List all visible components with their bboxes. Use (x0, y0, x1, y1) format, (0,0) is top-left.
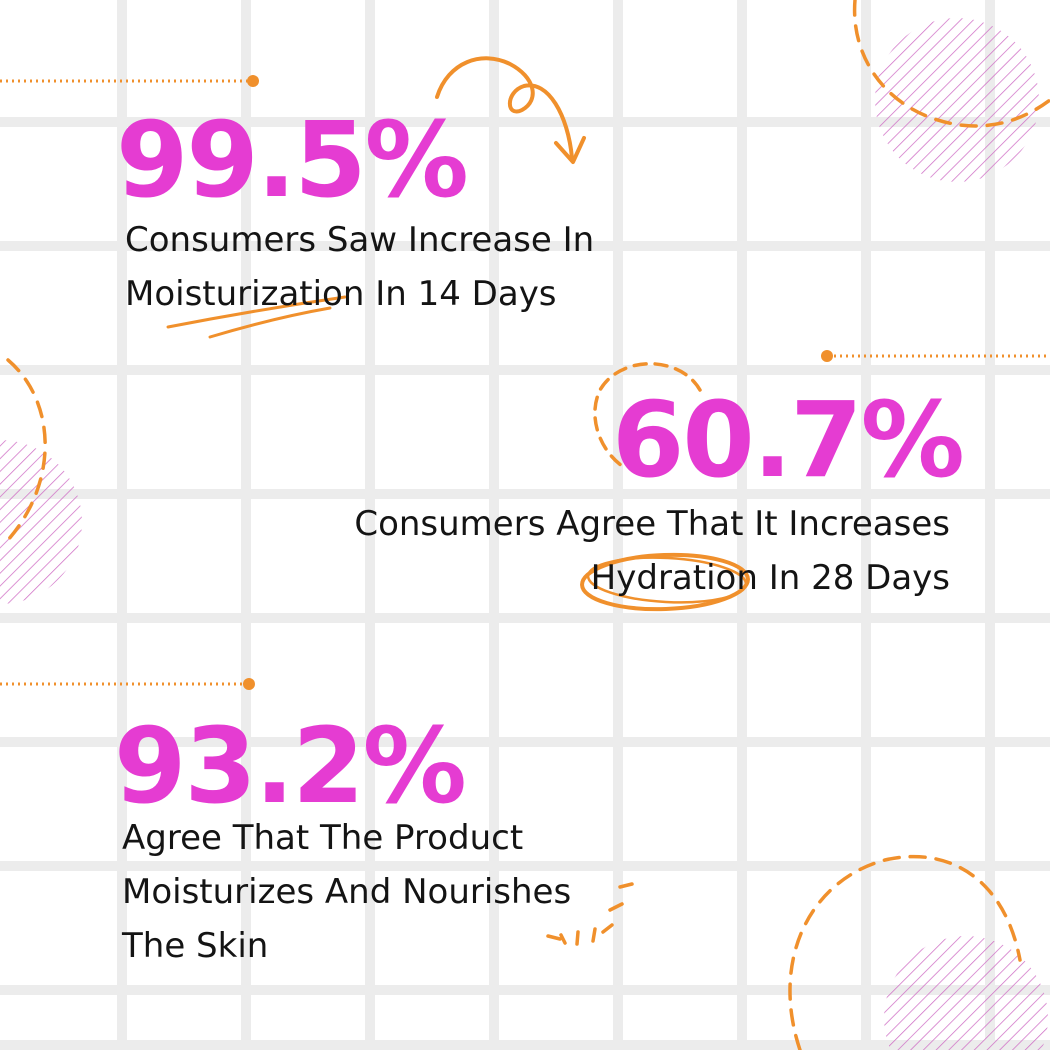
hatched-circle (884, 936, 1048, 1050)
stat-value: 60.7% (612, 379, 965, 501)
stat-description-line: Consumers Agree That It Increases (354, 504, 950, 544)
dotted-lines (0, 79, 1050, 686)
stat-value: 99.5% (116, 99, 469, 221)
stat-description: Consumers Saw Increase In Moisturization… (125, 213, 594, 321)
stat-value: 93.2% (114, 705, 467, 827)
stat-description: Consumers Agree That It Increases Hydrat… (354, 497, 950, 605)
stat-description-line: Moisturization In 14 Days (125, 274, 557, 314)
hatched-circle (0, 440, 82, 604)
dot-marker (247, 75, 259, 87)
scribble-underline (208, 306, 332, 339)
stat-description-line: The Skin (122, 926, 269, 966)
stat-description-line: Consumers Saw Increase In (125, 220, 595, 260)
dot-marker (821, 350, 833, 362)
stat-description-line: Moisturizes And Nourishes (122, 872, 572, 912)
scribble-circle (580, 552, 750, 612)
stat-description-line: Hydration In 28 Days (590, 558, 950, 598)
dashed-arc (6, 358, 47, 542)
dot-marker (243, 678, 255, 690)
dashed-arc (593, 362, 702, 468)
dashed-arc (788, 854, 1022, 1050)
stat-description: Agree That The Product Moisturizes And N… (122, 811, 571, 973)
scribble-circle (586, 556, 748, 604)
dashed-arc (852, 0, 1050, 128)
curly-arrow-head (554, 136, 586, 164)
stat-description-line: Agree That The Product (122, 818, 524, 858)
burst-marks (546, 882, 634, 946)
curly-arrow (435, 56, 574, 160)
scribble-underline (166, 295, 347, 329)
hatched-circle (875, 18, 1039, 182)
